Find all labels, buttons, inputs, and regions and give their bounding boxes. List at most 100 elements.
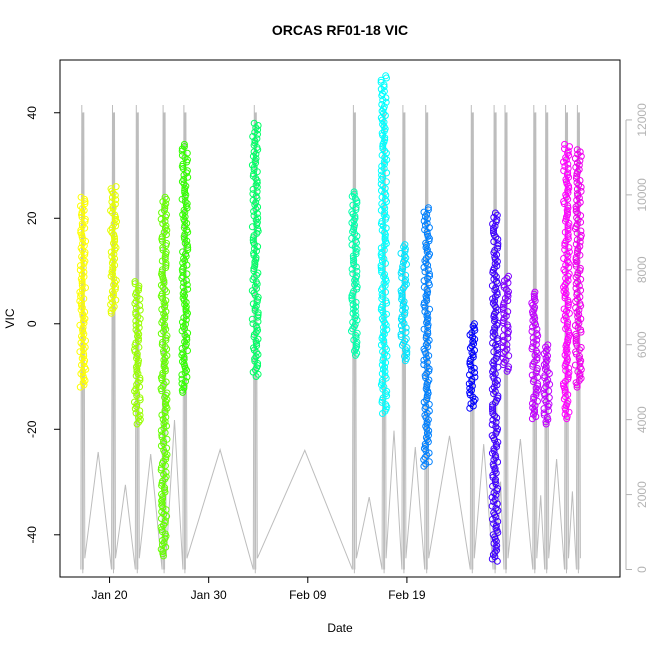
vic-point	[160, 360, 168, 368]
vic-point	[134, 370, 142, 378]
vic-point	[79, 368, 87, 376]
vic-point	[135, 284, 143, 292]
vic-point	[425, 449, 433, 457]
vic-point	[492, 476, 499, 484]
vic-point	[489, 401, 497, 409]
vic-point	[132, 304, 140, 312]
vic-point	[131, 280, 139, 288]
vic-point	[80, 259, 88, 267]
flight-point-group	[107, 183, 120, 317]
vic-point	[575, 306, 583, 314]
vic-point	[403, 350, 411, 358]
vic-point	[425, 252, 432, 260]
vic-point	[576, 251, 584, 259]
vic-point	[501, 294, 509, 302]
vic-point	[378, 116, 386, 124]
vic-point	[180, 384, 188, 392]
vic-point	[181, 184, 189, 192]
vic-point	[110, 250, 118, 258]
vic-point	[564, 235, 572, 243]
vic-point	[491, 496, 499, 503]
vic-point	[561, 241, 569, 249]
vic-point	[158, 431, 166, 439]
y-tick-label: -20	[25, 420, 39, 438]
vic-point	[180, 355, 188, 363]
vic-point	[402, 324, 410, 332]
vic-point	[158, 237, 166, 245]
vic-point	[423, 392, 431, 399]
vic-point	[493, 258, 501, 265]
vic-point	[179, 259, 187, 267]
vic-point	[572, 335, 580, 343]
flight-point-group	[560, 140, 573, 423]
vic-point	[178, 145, 186, 153]
vic-point	[80, 381, 88, 389]
vic-point	[529, 301, 537, 309]
vic-point	[381, 233, 389, 241]
vic-point	[350, 305, 358, 313]
vic-point	[491, 412, 499, 420]
vic-point	[540, 385, 548, 393]
altitude-track-line	[80, 104, 581, 574]
vic-point	[351, 347, 358, 355]
vic-point	[560, 283, 568, 291]
vic-point	[382, 374, 390, 382]
vic-point	[253, 183, 261, 191]
vic-point	[162, 506, 170, 514]
vic-point	[573, 229, 581, 237]
vic-point	[564, 336, 572, 344]
flight-point-group	[348, 188, 361, 359]
vic-point	[157, 427, 165, 434]
vic-point	[250, 333, 258, 341]
vic-point	[135, 343, 143, 351]
vic-point	[178, 380, 186, 388]
vic-point	[572, 253, 580, 261]
vic-point	[423, 248, 431, 256]
vic-point	[157, 281, 165, 289]
vic-point	[378, 92, 386, 100]
vic-point	[499, 317, 507, 324]
vic-point	[251, 137, 259, 145]
vic-point	[77, 306, 85, 314]
vic-point	[136, 295, 144, 303]
vic-point	[181, 208, 189, 216]
vic-point	[254, 146, 262, 154]
vic-point	[561, 410, 569, 418]
vic-point	[576, 242, 584, 250]
flight-point-group	[571, 146, 585, 391]
vic-point	[492, 454, 500, 462]
vic-point	[490, 224, 497, 232]
vic-point	[504, 330, 512, 338]
vic-point	[467, 400, 475, 408]
vic-point	[378, 286, 385, 294]
vic-point	[79, 341, 87, 349]
vic-point	[494, 377, 501, 384]
vic-point	[353, 316, 361, 324]
vic-point	[560, 255, 568, 262]
vic-point	[425, 407, 433, 415]
vic-point	[378, 334, 386, 342]
vic-point	[136, 374, 144, 382]
flight-point-group	[488, 209, 502, 565]
vic-point	[352, 334, 360, 342]
vic-point	[490, 227, 497, 235]
vic-point	[182, 377, 189, 385]
vic-point	[492, 504, 500, 512]
vic-point	[575, 161, 583, 169]
vic-point	[489, 410, 497, 417]
vic-point	[180, 353, 188, 361]
vic-point	[423, 425, 431, 433]
vic-point	[499, 339, 507, 346]
vic-point	[107, 207, 115, 215]
vic-point	[528, 345, 536, 353]
vic-point	[490, 361, 498, 369]
vic-point	[491, 370, 499, 378]
vic-point	[400, 243, 408, 251]
vic-point	[351, 307, 359, 315]
vic-point	[80, 319, 88, 327]
vic-point	[502, 286, 510, 293]
vic-point	[109, 263, 117, 271]
vic-point	[133, 350, 141, 358]
vic-point	[574, 159, 581, 167]
